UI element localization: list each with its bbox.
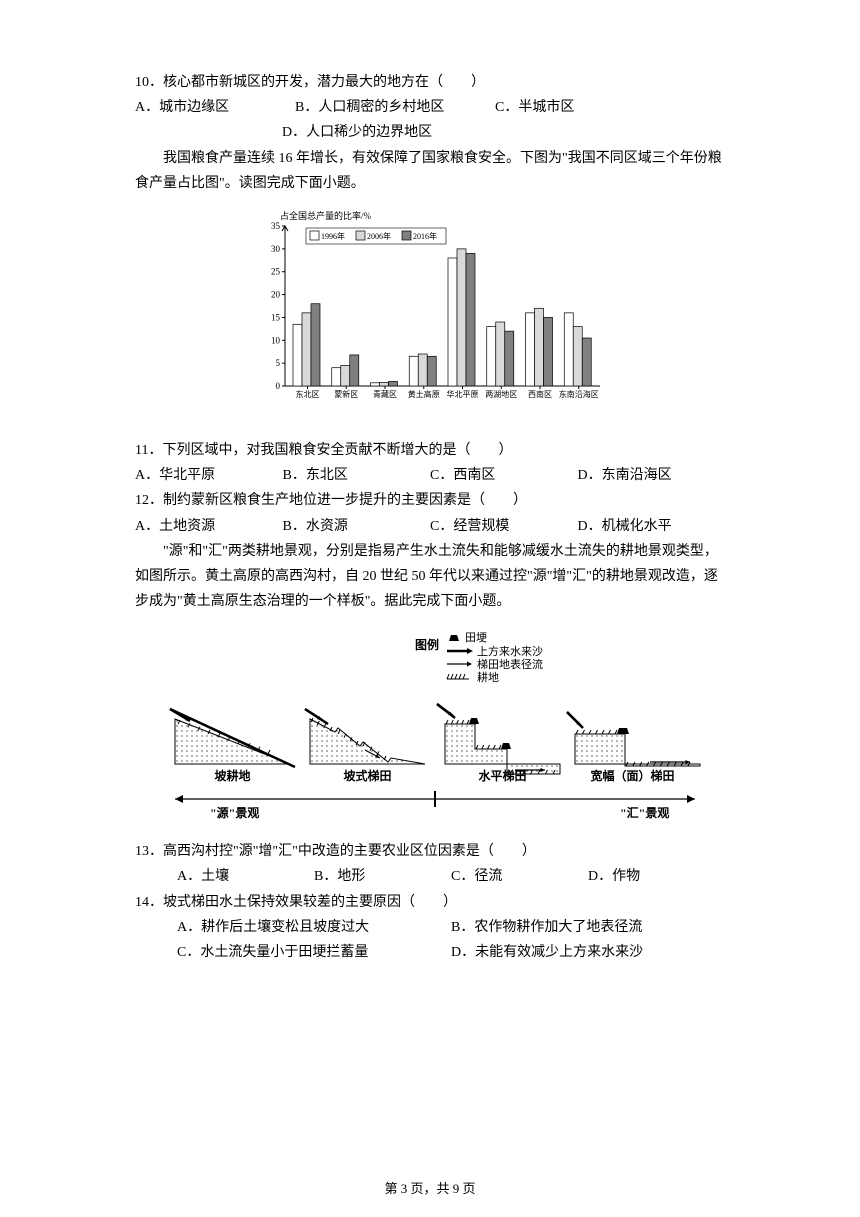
svg-text:30: 30 bbox=[271, 244, 281, 254]
q10-optD[interactable]: D．人口稀少的边界地区 bbox=[135, 120, 725, 145]
q14-optA[interactable]: A．耕作后土壤变松且坡度过大 bbox=[177, 915, 451, 940]
svg-text:两湖地区: 两湖地区 bbox=[485, 389, 517, 399]
svg-text:坡耕地: 坡耕地 bbox=[214, 768, 250, 783]
svg-text:2016年: 2016年 bbox=[413, 231, 437, 241]
q11-options: A．华北平原 B．东北区 C．西南区 D．东南沿海区 bbox=[135, 463, 725, 488]
svg-text:东南沿海区: 东南沿海区 bbox=[559, 389, 599, 399]
passage2: "源"和"汇"两类耕地景观，分别是指易产生水土流失和能够减缓水土流失的耕地景观类… bbox=[135, 539, 725, 615]
svg-text:黄土高原: 黄土高原 bbox=[408, 389, 440, 399]
q14-optD[interactable]: D．未能有效减少上方来水来沙 bbox=[451, 940, 725, 965]
q10-optC[interactable]: C．半城市区 bbox=[495, 95, 625, 120]
q14-text: 14．坡式梯田水土保持效果较差的主要原因（ ） bbox=[135, 890, 725, 915]
q11-optD[interactable]: D．东南沿海区 bbox=[578, 463, 726, 488]
svg-text:0: 0 bbox=[276, 381, 281, 391]
svg-text:占全国总产量的比率/%: 占全国总产量的比率/% bbox=[280, 210, 372, 221]
q13-options: A．土壤 B．地形 C．径流 D．作物 bbox=[135, 864, 725, 889]
svg-text:华北平原: 华北平原 bbox=[447, 389, 479, 399]
svg-text:坡式梯田: 坡式梯田 bbox=[343, 768, 391, 783]
q13-optB[interactable]: B．地形 bbox=[314, 864, 451, 889]
q14-optB[interactable]: B．农作物耕作加大了地表径流 bbox=[451, 915, 725, 940]
page-footer: 第 3 页，共 9 页 bbox=[0, 1178, 860, 1197]
q12-optB[interactable]: B．水资源 bbox=[283, 514, 431, 539]
svg-text:图例: 图例 bbox=[415, 637, 439, 652]
q13-optC[interactable]: C．径流 bbox=[451, 864, 588, 889]
q12-options: A．土地资源 B．水资源 C．经营规模 D．机械化水平 bbox=[135, 514, 725, 539]
q11-optB[interactable]: B．东北区 bbox=[283, 463, 431, 488]
q12-text: 12．制约蒙新区粮食生产地位进一步提升的主要因素是（ ） bbox=[135, 488, 725, 513]
svg-text:20: 20 bbox=[271, 290, 281, 300]
svg-text:35: 35 bbox=[271, 221, 281, 231]
q13-text: 13．高西沟村控"源"增"汇"中改造的主要农业区位因素是（ ） bbox=[135, 839, 725, 864]
q10-options-row1: A．城市边缘区 B．人口稠密的乡村地区 C．半城市区 bbox=[135, 95, 725, 120]
svg-text:"汇"景观: "汇"景观 bbox=[620, 806, 669, 820]
q10-optA[interactable]: A．城市边缘区 bbox=[135, 95, 295, 120]
terrace-diagram: 图例 田埂上方来水来沙梯田地表径流耕地坡耕地 坡式梯田 水平梯田 宽幅（面）梯田 "源"景… bbox=[135, 629, 725, 824]
svg-text:5: 5 bbox=[276, 358, 281, 368]
svg-text:田埂: 田埂 bbox=[465, 631, 487, 644]
svg-text:蒙新区: 蒙新区 bbox=[334, 389, 358, 399]
q14-row2: C．水土流失量小于田埂拦蓄量 D．未能有效减少上方来水来沙 bbox=[135, 940, 725, 965]
svg-text:水平梯田: 水平梯田 bbox=[478, 768, 526, 783]
svg-text:10: 10 bbox=[271, 335, 281, 345]
q13-optA[interactable]: A．土壤 bbox=[177, 864, 314, 889]
q13-optD[interactable]: D．作物 bbox=[588, 864, 725, 889]
svg-text:宽幅（面）梯田: 宽幅（面）梯田 bbox=[589, 768, 674, 783]
svg-text:2006年: 2006年 bbox=[367, 231, 391, 241]
svg-text:25: 25 bbox=[271, 267, 281, 277]
q12-optA[interactable]: A．土地资源 bbox=[135, 514, 283, 539]
svg-text:青藏区: 青藏区 bbox=[373, 389, 397, 399]
svg-text:"源"景观: "源"景观 bbox=[210, 805, 259, 820]
svg-text:15: 15 bbox=[271, 312, 281, 322]
q11-text: 11．下列区域中，对我国粮食安全贡献不断增大的是（ ） bbox=[135, 438, 725, 463]
q11-optC[interactable]: C．西南区 bbox=[430, 463, 578, 488]
q14-optC[interactable]: C．水土流失量小于田埂拦蓄量 bbox=[177, 940, 451, 965]
svg-text:耕地: 耕地 bbox=[477, 670, 499, 684]
svg-text:东北区: 东北区 bbox=[296, 389, 320, 399]
q10-optB[interactable]: B．人口稠密的乡村地区 bbox=[295, 95, 495, 120]
q10-text: 10．核心都市新城区的开发，潜力最大的地方在（ ） bbox=[135, 70, 725, 95]
svg-text:梯田地表径流: 梯田地表径流 bbox=[477, 657, 543, 671]
passage1: 我国粮食产量连续 16 年增长，有效保障了国家粮食安全。下图为"我国不同区域三个… bbox=[135, 146, 725, 196]
svg-text:西南区: 西南区 bbox=[528, 389, 552, 399]
svg-text:上方来水来沙: 上方来水来沙 bbox=[477, 644, 543, 658]
q12-optC[interactable]: C．经营规模 bbox=[430, 514, 578, 539]
q14-row1: A．耕作后土壤变松且坡度过大 B．农作物耕作加大了地表径流 bbox=[135, 915, 725, 940]
svg-text:1996年: 1996年 bbox=[321, 231, 345, 241]
q12-optD[interactable]: D．机械化水平 bbox=[578, 514, 726, 539]
q11-optA[interactable]: A．华北平原 bbox=[135, 463, 283, 488]
grain-chart: 占全国总产量的比率/% 0 5 10 15 20 25 30 35 东北区 蒙新区 青藏区 黄土高原华北… bbox=[135, 206, 725, 416]
